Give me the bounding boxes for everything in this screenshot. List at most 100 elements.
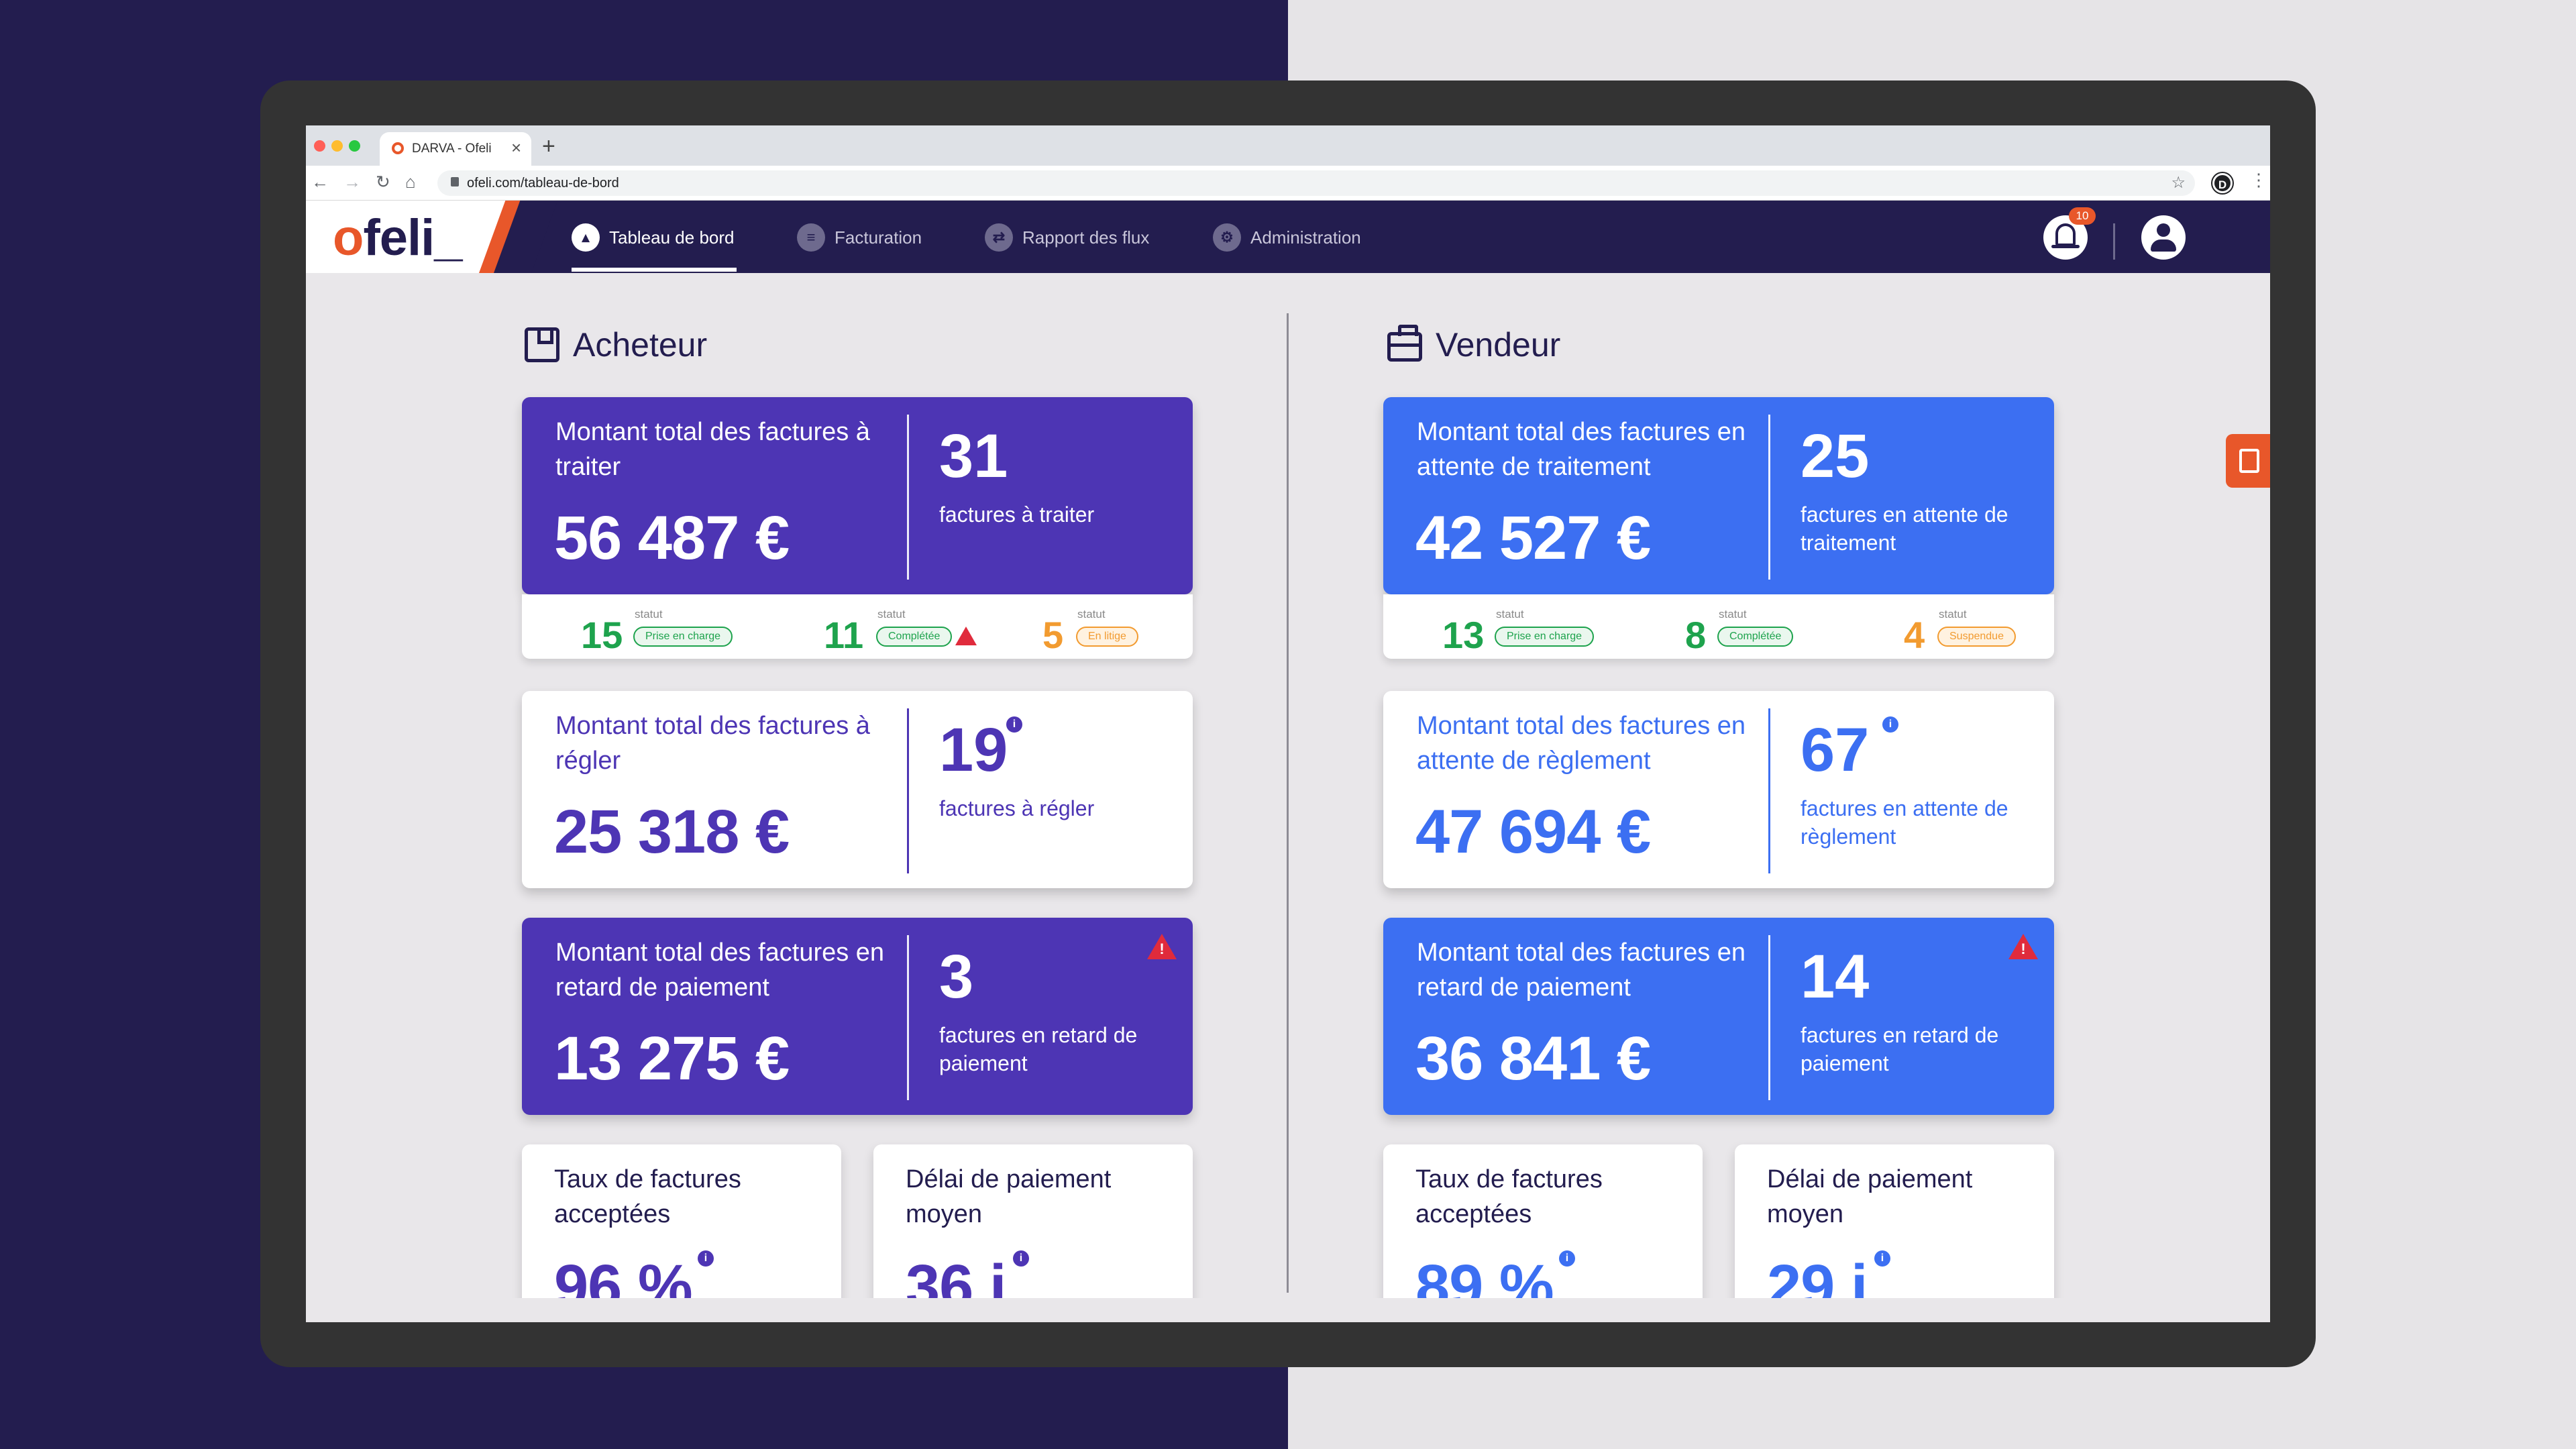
logo-area <box>306 201 507 273</box>
card-count: 67 <box>1801 716 1870 784</box>
browser-menu-icon[interactable]: ⋮ <box>2250 170 2267 190</box>
minimize-window-button[interactable] <box>331 140 343 152</box>
info-icon[interactable]: i <box>1559 1250 1575 1267</box>
invoice-icon: ≡ <box>797 223 825 252</box>
seller-card-pending[interactable]: Montant total des factures en attente de… <box>1383 397 2054 594</box>
status-pill: Prise en charge <box>633 627 733 647</box>
card-label: Montant total des factures en retard de … <box>1417 938 1746 1002</box>
section-divider <box>1287 313 1289 1293</box>
card-count-label: factures à régler <box>939 796 1095 820</box>
status-caption: statut <box>1939 608 1967 621</box>
buyer-payment-delay-card[interactable]: Délai de paiement moyen 36 j i <box>873 1144 1193 1319</box>
info-icon[interactable]: i <box>1006 716 1022 733</box>
alert-mark: ! <box>1159 941 1165 957</box>
info-icon[interactable]: i <box>1882 716 1898 733</box>
alert-icon: ! <box>1147 934 1177 959</box>
seller-acceptance-rate-card[interactable]: Taux de factures acceptées 89 % i <box>1383 1144 1703 1319</box>
alert-icon: ! <box>2008 934 2038 959</box>
card-label: Délai de paiement moyen <box>906 1165 1112 1228</box>
new-tab-icon[interactable]: + <box>542 133 555 159</box>
card-divider <box>907 415 909 580</box>
briefcase-icon <box>1387 325 1422 362</box>
reload-icon[interactable]: ↻ <box>376 172 390 192</box>
buyer-acceptance-rate-card[interactable]: Taux de factures acceptées 96 % i <box>522 1144 841 1319</box>
notifications-button[interactable] <box>2043 215 2088 260</box>
status-count: 15 <box>581 614 623 656</box>
back-icon[interactable]: ← <box>311 172 329 192</box>
section-title-text: Vendeur <box>1436 326 1561 364</box>
section-title-text: Acheteur <box>573 326 708 364</box>
card-divider <box>1768 708 1770 873</box>
close-tab-icon[interactable]: × <box>511 138 522 158</box>
buyer-card-to-process[interactable]: Montant total des factures à traiter 56 … <box>522 397 1193 594</box>
card-count-label: factures en retard de paiement <box>939 1023 1138 1075</box>
bell-base <box>2051 245 2080 248</box>
card-count-label: factures à traiter <box>939 502 1095 527</box>
status-caption: statut <box>1496 608 1524 621</box>
status-caption: statut <box>877 608 906 621</box>
seller-card-pending-payment[interactable]: Montant total des factures en attente de… <box>1383 691 2054 888</box>
status-caption: statut <box>635 608 663 621</box>
notification-badge: 10 <box>2069 207 2096 225</box>
status-count: 5 <box>1042 614 1064 656</box>
browser-tab[interactable]: DARVA - Ofeli × <box>380 132 531 166</box>
card-amount: 25 318 € <box>554 798 790 866</box>
card-count: 19 <box>939 716 1008 784</box>
documents-icon <box>2239 449 2259 473</box>
lock-icon <box>451 177 459 186</box>
browser-profile-avatar[interactable]: D <box>2212 173 2233 193</box>
side-panel-toggle[interactable] <box>2226 434 2270 488</box>
address-bar[interactable]: ofeli.com/tableau-de-bord ☆ <box>437 170 2195 196</box>
user-icon <box>2157 223 2170 237</box>
card-divider <box>1768 415 1770 580</box>
scroll-cutoff <box>306 1298 2270 1322</box>
card-count-label: factures en retard de paiement <box>1801 1023 1999 1075</box>
logo-o: o <box>333 209 364 266</box>
seller-payment-delay-card[interactable]: Délai de paiement moyen 29 j i <box>1735 1144 2054 1319</box>
nav-label: Facturation <box>835 227 922 248</box>
ofeli-logo[interactable]: ofeli_ <box>333 209 463 267</box>
user-account-button[interactable] <box>2141 215 2186 260</box>
tab-title: DARVA - Ofeli <box>412 142 492 156</box>
forward-icon[interactable]: → <box>343 172 361 192</box>
nav-administration[interactable]: ⚙ Administration <box>1213 222 1361 253</box>
card-amount: 36 841 € <box>1415 1024 1651 1093</box>
info-icon[interactable]: i <box>698 1250 714 1267</box>
nav-label: Rapport des flux <box>1022 227 1150 248</box>
card-count-label: factures en attente de traitement <box>1801 502 2008 555</box>
buyer-card-late[interactable]: Montant total des factures en retard de … <box>522 918 1193 1115</box>
card-count: 31 <box>939 422 1008 490</box>
home-icon[interactable]: ⌂ <box>405 172 416 192</box>
status-pill: Complétée <box>876 627 953 647</box>
card-divider <box>907 935 909 1100</box>
card-count-label: factures en attente de règlement <box>1801 796 2008 849</box>
seller-section-title: Vendeur <box>1387 325 1560 364</box>
card-divider <box>907 708 909 873</box>
maximize-window-button[interactable] <box>349 140 360 152</box>
chart-icon: ▴ <box>572 223 600 252</box>
card-amount: 56 487 € <box>554 504 790 572</box>
alert-mark: ! <box>2021 941 2026 957</box>
card-count: 3 <box>939 943 974 1011</box>
card-count: 14 <box>1801 943 1870 1011</box>
bookmark-star-icon[interactable]: ☆ <box>2171 174 2186 192</box>
buyer-card-to-pay[interactable]: Montant total des factures à régler 25 3… <box>522 691 1193 888</box>
nav-rapport-des-flux[interactable]: ⇄ Rapport des flux <box>985 222 1149 253</box>
info-icon[interactable]: i <box>1874 1250 1890 1267</box>
nav-facturation[interactable]: ≡ Facturation <box>797 222 922 253</box>
bell-icon <box>2055 223 2076 246</box>
nav-tableau-de-bord[interactable]: ▴ Tableau de bord <box>572 222 734 253</box>
info-icon[interactable]: i <box>1013 1250 1029 1267</box>
buyer-status-strip: 15 statut Prise en charge 11 statut Comp… <box>522 594 1193 659</box>
status-count: 8 <box>1685 614 1707 656</box>
status-pill: Complétée <box>1717 627 1794 647</box>
status-pill: En litige <box>1076 627 1138 647</box>
card-label: Montant total des factures en attente de… <box>1417 418 1746 481</box>
card-amount: 47 694 € <box>1415 798 1651 866</box>
active-tab-indicator <box>572 268 737 272</box>
screen: DARVA - Ofeli × + ← → ↻ ⌂ ofeli.com/tabl… <box>306 125 2270 1322</box>
card-label: Montant total des factures en retard de … <box>555 938 885 1002</box>
seller-card-late[interactable]: Montant total des factures en retard de … <box>1383 918 2054 1115</box>
favicon-icon <box>392 142 404 154</box>
close-window-button[interactable] <box>314 140 325 152</box>
